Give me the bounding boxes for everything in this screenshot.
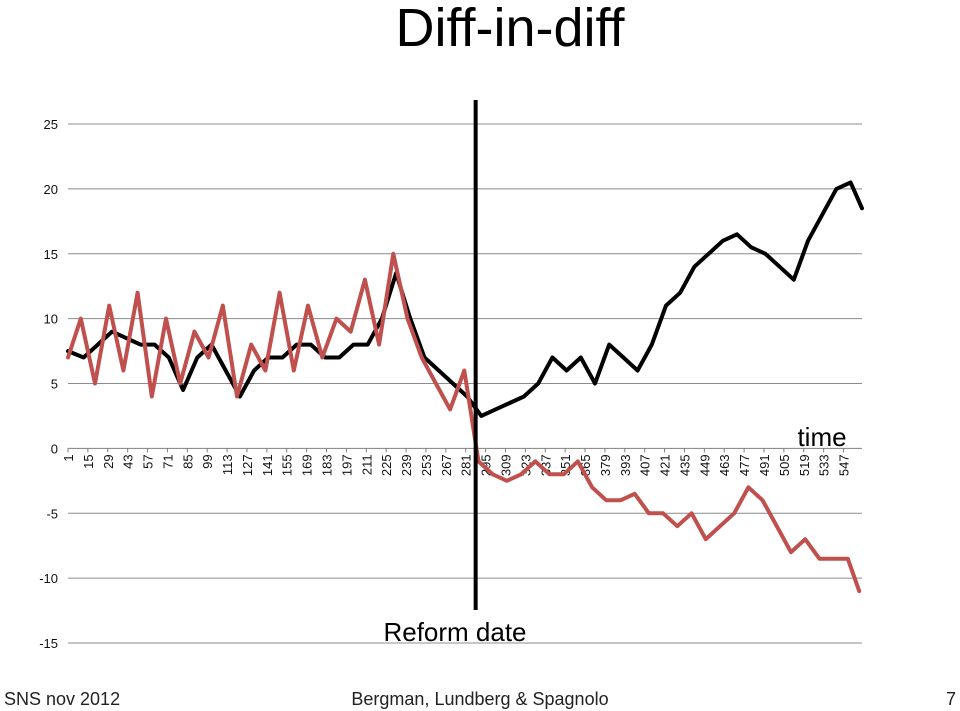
- y-tick-label: -15: [39, 636, 58, 651]
- x-tick-label: 29: [101, 454, 116, 468]
- y-tick-label: 25: [44, 117, 58, 132]
- x-tick-label: 85: [180, 454, 195, 468]
- y-tick-label: -10: [39, 571, 58, 586]
- x-tick-label: 127: [240, 454, 255, 476]
- x-tick-label: 43: [121, 454, 136, 468]
- y-tick-label: 20: [44, 182, 58, 197]
- x-tick-label: 57: [141, 454, 156, 468]
- x-tick-label: 491: [757, 454, 772, 476]
- x-tick-label: 183: [320, 454, 335, 476]
- y-tick-label: 5: [51, 377, 58, 392]
- x-tick-label: 407: [638, 454, 653, 476]
- x-tick-label: 533: [817, 454, 832, 476]
- x-tick-label: 169: [300, 454, 315, 476]
- x-tick-label: 477: [737, 454, 752, 476]
- x-tick-label: 519: [797, 454, 812, 476]
- footer-left: SNS nov 2012: [4, 689, 121, 709]
- x-tick-label: 505: [777, 454, 792, 476]
- x-tick-label: 225: [379, 454, 394, 476]
- x-tick-label: 113: [220, 454, 235, 475]
- x-axis-label: time: [797, 422, 846, 452]
- x-tick-label: 1: [61, 454, 76, 461]
- x-tick-label: 239: [399, 454, 414, 476]
- footer-center: Bergman, Lundberg & Spagnolo: [351, 689, 609, 709]
- x-tick-label: 547: [837, 454, 852, 476]
- x-tick-label: 155: [280, 454, 295, 476]
- x-tick-label: 15: [81, 454, 96, 468]
- x-tick-label: 379: [598, 454, 613, 476]
- x-tick-label: 337: [538, 454, 553, 476]
- y-tick-label: -5: [46, 506, 58, 521]
- x-tick-label: 393: [618, 454, 633, 476]
- x-tick-label: 449: [697, 454, 712, 476]
- x-tick-label: 309: [498, 454, 513, 476]
- y-tick-label: 0: [51, 441, 58, 456]
- x-tick-label: 99: [200, 454, 215, 468]
- series-line-2: [66, 251, 862, 594]
- x-tick-label: 197: [339, 454, 354, 476]
- x-tick-label: 267: [439, 454, 454, 476]
- reform-date-label: Reform date: [383, 617, 526, 647]
- y-tick-label: 10: [44, 312, 58, 327]
- y-tick-label: 15: [44, 247, 58, 262]
- x-tick-label: 141: [260, 454, 275, 476]
- x-tick-label: 211: [359, 454, 374, 475]
- x-tick-label: 435: [677, 454, 692, 476]
- x-tick-label: 253: [419, 454, 434, 476]
- chart-title: Diff-in-diff: [395, 0, 625, 58]
- x-tick-label: 323: [518, 454, 533, 476]
- x-tick-label: 463: [717, 454, 732, 476]
- x-tick-label: 71: [160, 454, 175, 468]
- x-tick-label: 281: [459, 454, 474, 476]
- page-number: 7: [945, 689, 956, 709]
- x-tick-label: 421: [658, 454, 673, 476]
